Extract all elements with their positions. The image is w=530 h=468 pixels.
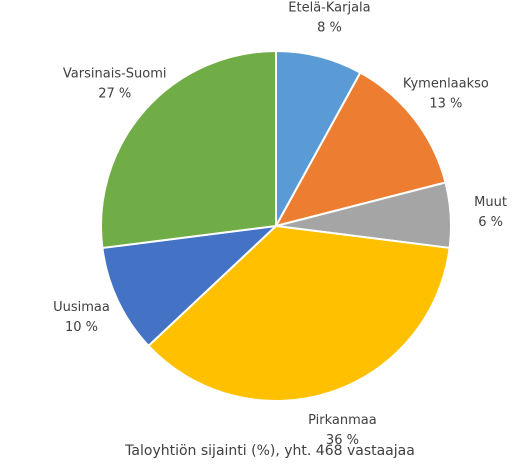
chart-title: Taloyhtiön sijainti (%), yht. 468 vastaa… [124, 443, 415, 459]
slice-label: Muut [474, 195, 507, 210]
slice-value-label: 36 % [326, 433, 359, 448]
pie-slice [101, 224, 279, 348]
pie-slice [274, 71, 447, 228]
slice-label: Kymenlaakso [403, 77, 489, 92]
slice-value-label: 10 % [65, 320, 98, 335]
pie-slice [100, 49, 277, 250]
slice-label: Pirkanmaa [308, 413, 377, 428]
pie-slice [147, 224, 451, 403]
slice-value-label: 27 % [98, 86, 131, 101]
slice-label: Varsinais-Suomi [63, 66, 167, 81]
slice-label: Uusimaa [53, 300, 110, 315]
slice-label: Etelä-Karjala [288, 0, 370, 15]
slice-value-label: 6 % [478, 215, 503, 230]
slice-value-label: 13 % [429, 97, 462, 112]
slice-value-label: 8 % [317, 20, 342, 35]
